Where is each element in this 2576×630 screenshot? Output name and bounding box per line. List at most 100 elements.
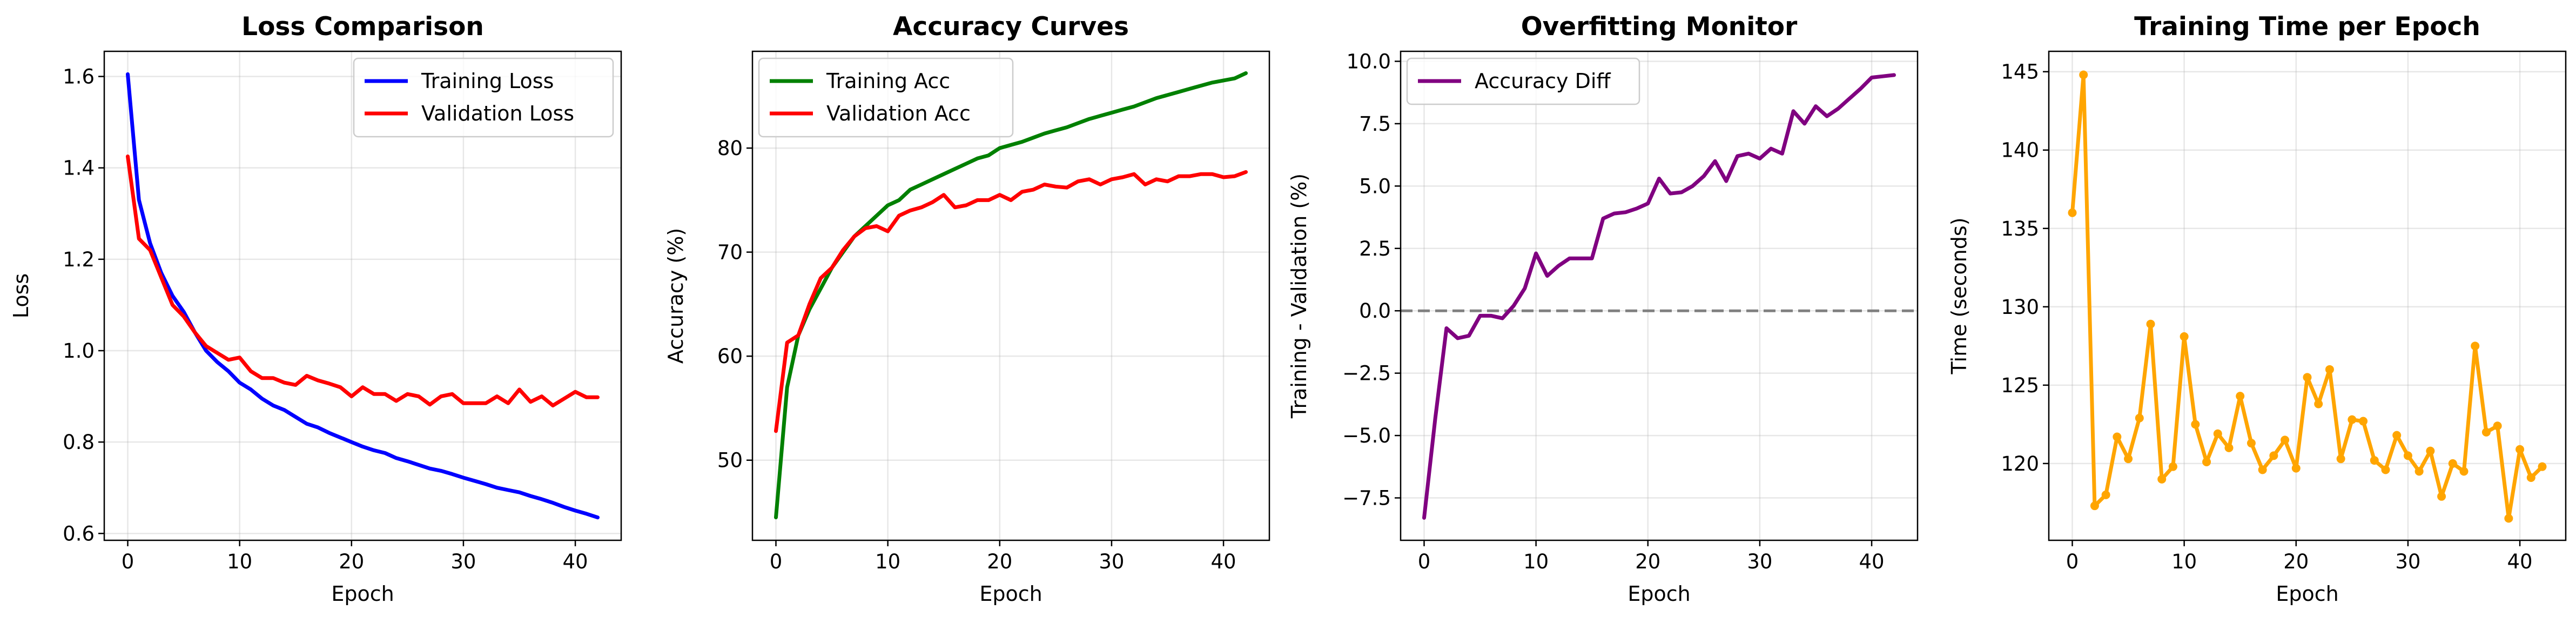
series-line-1 (2070, 73, 2544, 520)
data-point (2348, 415, 2357, 424)
data-point (2101, 490, 2110, 499)
y-tick-label: 130 (2001, 296, 2039, 319)
data-point (2336, 454, 2345, 464)
chart-panel-3: 0 10 20 30 40 −7.5 −5.0 −2.5 0.0 2.5 5.0 7.5 10.0 Ove… (1287, 12, 1919, 606)
y-tick-label: 70 (717, 241, 743, 264)
legend-label: Training Loss (421, 69, 554, 93)
x-tick-label: 40 (1211, 550, 1236, 573)
data-point (2113, 432, 2122, 441)
chart-title: Training Time per Epoch (2134, 12, 2480, 42)
x-tick-label: 20 (987, 550, 1012, 573)
y-tick-label: 1.2 (63, 248, 95, 271)
data-point (2538, 462, 2547, 471)
x-tick-label: 10 (2171, 550, 2197, 573)
x-tick-label: 30 (2395, 550, 2420, 573)
y-tick-label: 135 (2001, 217, 2039, 240)
data-point (2281, 435, 2290, 445)
x-tick-label: 40 (563, 550, 588, 573)
x-axis-label: Epoch (331, 582, 394, 606)
x-tick-label: 20 (2283, 550, 2309, 573)
x-tick-label: 40 (1859, 550, 1885, 573)
axes-frame (103, 50, 622, 541)
legend-label: Training Acc (826, 69, 950, 93)
data-point (2090, 501, 2099, 511)
y-tick-label: 5.0 (1359, 175, 1391, 198)
data-point (2314, 399, 2323, 408)
data-point (2392, 431, 2402, 440)
x-tick-label: 30 (450, 550, 476, 573)
chart-title: Overfitting Monitor (1521, 12, 1798, 42)
data-point (2303, 373, 2312, 382)
data-point (2079, 70, 2088, 79)
legend: Training Acc Validation Acc (758, 57, 1014, 138)
data-point (2202, 457, 2211, 466)
data-point (2516, 445, 2525, 454)
y-tick-label: 145 (2001, 61, 2039, 84)
y-tick-label: 1.0 (63, 339, 95, 363)
y-tick-label: 7.5 (1359, 112, 1391, 136)
data-point (2448, 459, 2457, 468)
x-tick-label: 40 (2507, 550, 2533, 573)
data-point (2437, 492, 2446, 501)
legend: Accuracy Diff (1406, 57, 1640, 105)
data-point (2068, 208, 2077, 217)
series-line-1 (126, 72, 600, 520)
data-point (2224, 443, 2234, 452)
data-point (2157, 474, 2167, 484)
data-point (2124, 454, 2133, 464)
x-tick-label: 20 (339, 550, 364, 573)
y-axis-label: Time (seconds) (1947, 217, 1971, 374)
series-line-2 (126, 155, 600, 407)
data-point (2403, 451, 2412, 460)
data-point (2258, 465, 2267, 474)
data-point (2493, 421, 2502, 431)
data-point (2269, 451, 2278, 460)
data-point (2213, 429, 2222, 438)
x-tick-label: 0 (1418, 550, 1431, 573)
legend-box (1406, 57, 1640, 105)
data-point (2247, 439, 2256, 448)
chart-panel-1: 0 10 20 30 40 0.6 0.8 1.0 1.2 1.4 1.6 Loss Comparis… (9, 12, 622, 606)
y-tick-label: 0.0 (1359, 299, 1391, 323)
chart-panel-4: 0 10 20 30 40 120 125 130 135 140 145 Training Time… (1947, 12, 2567, 606)
chart-panel-2: 0 10 20 30 40 50 60 70 80 Accuracy Curves Epoch Acc… (664, 12, 1270, 606)
y-tick-label: −5.0 (1342, 424, 1391, 447)
x-tick-label: 10 (1523, 550, 1549, 573)
legend-box (353, 57, 614, 138)
y-tick-label: 0.6 (63, 522, 95, 545)
y-tick-label: 140 (2001, 139, 2039, 162)
x-tick-label: 30 (1747, 550, 1772, 573)
x-tick-label: 10 (227, 550, 252, 573)
legend-label: Accuracy Diff (1475, 69, 1611, 93)
y-axis-label: Loss (9, 273, 33, 318)
y-tick-label: 1.6 (63, 65, 95, 89)
data-point (2135, 413, 2144, 423)
axes-frame (751, 50, 1270, 541)
y-tick-label: −7.5 (1342, 487, 1391, 510)
data-point (2146, 319, 2155, 329)
y-tick-label: 0.8 (63, 431, 95, 454)
legend-box (758, 57, 1014, 138)
data-point (2370, 456, 2379, 465)
data-point (2471, 341, 2480, 351)
legend-label: Validation Acc (826, 102, 971, 125)
axes-frame (1400, 50, 1919, 541)
data-point (2236, 392, 2245, 401)
x-tick-label: 0 (122, 550, 134, 573)
data-point (2526, 473, 2535, 482)
data-point (2180, 332, 2189, 341)
y-axis-label: Accuracy (%) (664, 228, 688, 364)
data-point (2414, 467, 2424, 476)
x-tick-label: 0 (2066, 550, 2079, 573)
series-line-1 (774, 71, 1248, 520)
y-tick-label: 125 (2001, 374, 2039, 397)
y-tick-label: 120 (2001, 452, 2039, 475)
y-tick-label: 50 (717, 449, 743, 472)
data-point (2459, 467, 2469, 476)
chart-title: Accuracy Curves (893, 12, 1129, 42)
y-tick-label: −2.5 (1342, 362, 1391, 385)
y-tick-label: 2.5 (1359, 237, 1391, 260)
data-point (2168, 462, 2177, 471)
x-tick-label: 20 (1635, 550, 1660, 573)
